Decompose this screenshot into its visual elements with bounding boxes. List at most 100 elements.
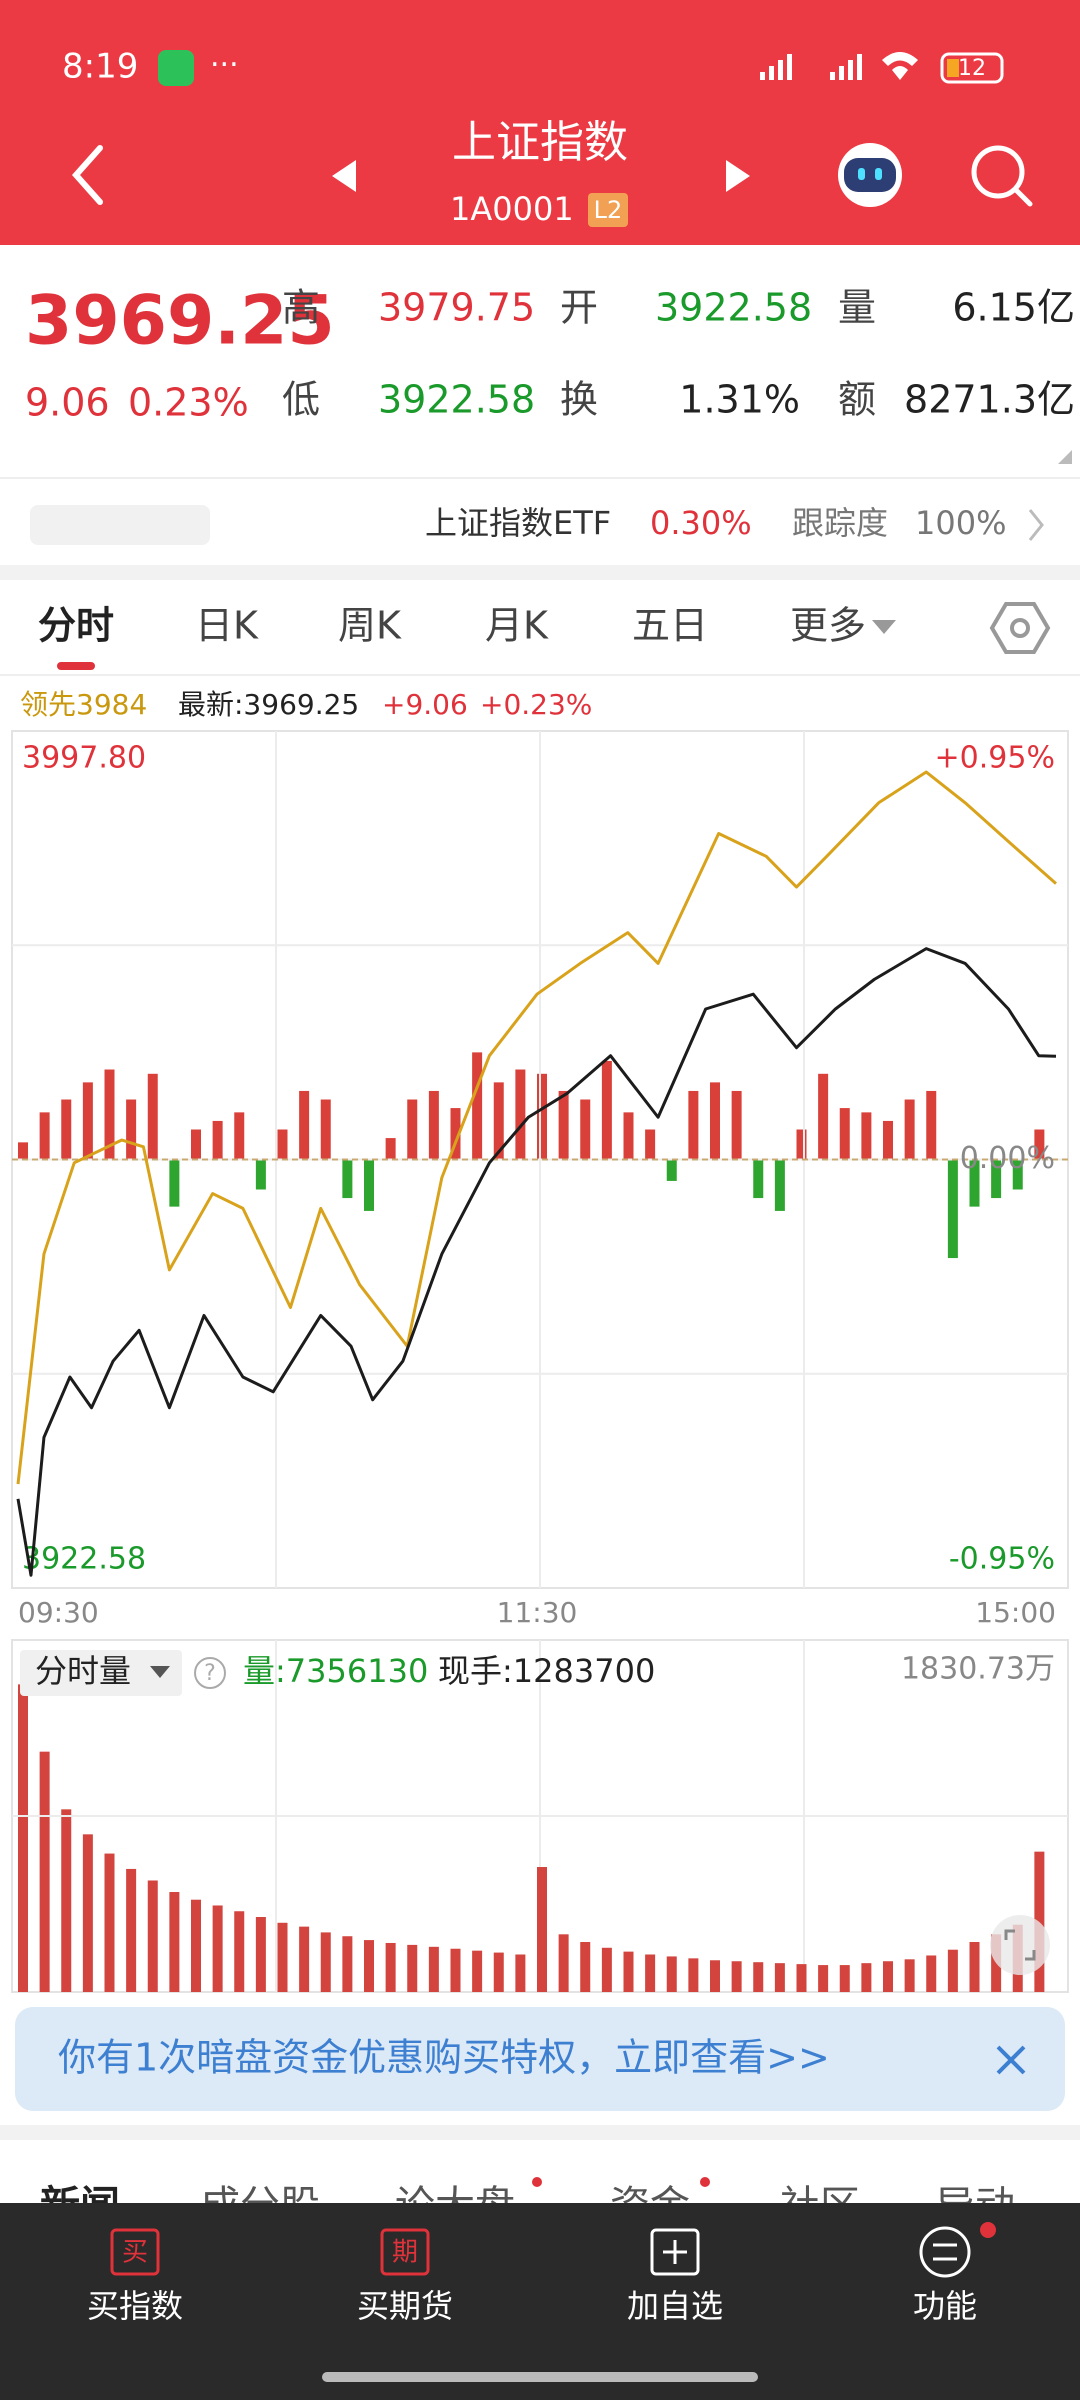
bar xyxy=(1012,1159,1023,1190)
home-indicator xyxy=(322,2372,758,2382)
signal-icons xyxy=(760,52,918,80)
bar xyxy=(39,1112,50,1160)
bar xyxy=(515,1069,526,1160)
tab[interactable]: 月K xyxy=(485,604,549,648)
bar xyxy=(342,1159,353,1199)
bar xyxy=(364,1940,374,1992)
nav-icon[interactable] xyxy=(919,2226,971,2278)
bar xyxy=(342,1936,353,1992)
bar xyxy=(601,1947,612,1992)
nav-label[interactable]: 买期货 xyxy=(357,2287,453,2325)
bar xyxy=(947,1159,958,1259)
bar xyxy=(126,1868,137,1992)
nav-icon-text: 买 xyxy=(122,2238,148,2268)
change-label: +9.06 xyxy=(382,688,468,721)
bar xyxy=(926,1090,937,1160)
bar xyxy=(493,1082,504,1160)
dot xyxy=(532,2177,542,2187)
bar xyxy=(645,1954,656,1992)
banner-close[interactable] xyxy=(996,2045,1026,2075)
y-tick-label: 3997.80 xyxy=(22,741,146,776)
bar xyxy=(883,1961,893,1992)
nav-label[interactable]: 功能 xyxy=(913,2287,977,2325)
prev-button[interactable] xyxy=(332,160,356,192)
stat-value: 3979.75 xyxy=(378,286,535,330)
header-bg xyxy=(0,0,1080,245)
wechat-icon xyxy=(158,50,194,86)
volume-selector[interactable] xyxy=(20,1650,182,1696)
bar xyxy=(104,1069,115,1160)
robot-icon[interactable] xyxy=(838,143,902,207)
bar xyxy=(169,1159,180,1207)
back-button[interactable] xyxy=(71,145,103,205)
tab[interactable]: 周K xyxy=(338,604,402,648)
nav-icon-text: 期 xyxy=(392,2238,418,2268)
bar xyxy=(385,1942,396,1992)
bar xyxy=(364,1159,374,1211)
stat-value: 3922.58 xyxy=(655,286,812,330)
bar xyxy=(710,1082,720,1160)
bar xyxy=(818,1073,829,1160)
tracking-label: 跟踪度 xyxy=(792,504,888,542)
bar xyxy=(277,1922,288,1992)
bar xyxy=(82,1082,93,1160)
tab[interactable]: 日K xyxy=(195,604,259,648)
etf-chevron[interactable] xyxy=(1028,509,1044,541)
y-tick-label: 1830.73万 xyxy=(901,1652,1055,1687)
etf-change: 0.30% xyxy=(650,504,752,542)
help-icon[interactable] xyxy=(194,1657,226,1689)
nav-label[interactable]: 加自选 xyxy=(627,2287,723,2325)
menu-icon xyxy=(933,2243,957,2261)
etf-name[interactable]: 上证指数ETF xyxy=(425,504,611,542)
bar xyxy=(731,1090,742,1160)
nav-icon[interactable] xyxy=(650,2228,700,2276)
bar xyxy=(753,1962,764,1992)
fullscreen-button[interactable] xyxy=(990,1915,1050,1975)
bar xyxy=(212,1905,223,1992)
search-button[interactable] xyxy=(971,145,1033,207)
bar xyxy=(493,1952,504,1992)
stat-label: 开 xyxy=(560,286,598,330)
pct-label: +0.23% xyxy=(480,688,592,721)
bar xyxy=(407,1099,418,1160)
bar xyxy=(407,1944,418,1992)
tab[interactable]: 五日 xyxy=(632,604,708,648)
price-line xyxy=(16,770,1057,1485)
battery-level xyxy=(947,59,959,77)
bar xyxy=(796,1964,807,1992)
nav-label[interactable]: 买指数 xyxy=(87,2287,183,2325)
bar xyxy=(320,1099,331,1160)
nav-icon[interactable] xyxy=(110,2228,160,2276)
settings-icon[interactable] xyxy=(989,602,1051,654)
expand-corner[interactable] xyxy=(1058,450,1072,464)
status-time: 8:19 xyxy=(62,47,138,87)
x-tick-label: 09:30 xyxy=(18,1596,99,1629)
stat-label: 低 xyxy=(282,378,320,422)
bar xyxy=(753,1159,764,1199)
battery xyxy=(940,52,1004,84)
tab[interactable]: 更多 xyxy=(790,604,866,648)
bar xyxy=(61,1099,72,1160)
nav-icon[interactable] xyxy=(380,2228,430,2276)
bar xyxy=(969,1942,980,1992)
bar xyxy=(774,1159,785,1211)
last-price: 3969.25 xyxy=(25,282,335,361)
bar xyxy=(450,1948,461,1992)
bar xyxy=(191,1129,201,1160)
bottom-nav xyxy=(0,2203,1080,2400)
bar xyxy=(991,1159,1002,1199)
bar xyxy=(839,1108,850,1160)
change-pct: 0.23% xyxy=(128,381,249,425)
banner[interactable] xyxy=(15,2007,1065,2111)
next-button[interactable] xyxy=(726,160,750,192)
stat-value: 3922.58 xyxy=(378,378,535,422)
volume-dropdown xyxy=(150,1666,170,1678)
tab-dropdown xyxy=(872,620,896,634)
bar xyxy=(1034,1851,1045,1992)
price-line xyxy=(16,947,1057,1577)
tab[interactable]: 分时 xyxy=(38,604,114,648)
banner-text[interactable]: 你有1次暗盘资金优惠购买特权，立即查看>> xyxy=(58,2036,830,2080)
volume-title: 分时量 xyxy=(35,1652,131,1690)
